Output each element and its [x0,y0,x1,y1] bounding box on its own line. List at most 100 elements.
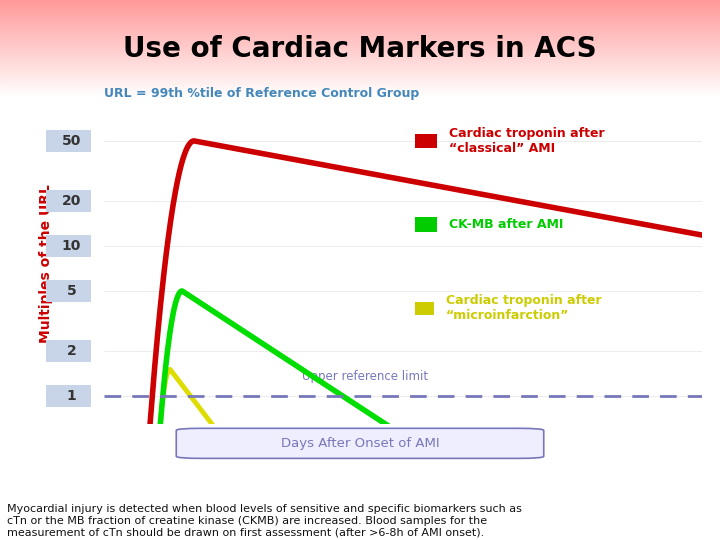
FancyBboxPatch shape [415,134,436,148]
FancyBboxPatch shape [46,340,91,362]
Bar [0,95,720,96]
FancyBboxPatch shape [46,190,91,212]
Bar [0,16,720,17]
Bar [0,83,720,84]
Bar [0,17,720,18]
Bar [0,55,720,56]
Bar [0,69,720,70]
Bar [0,75,720,76]
Bar [0,35,720,36]
FancyBboxPatch shape [415,302,434,315]
Bar [0,89,720,90]
Text: 5: 5 [67,284,76,298]
Bar [0,22,720,23]
Bar [0,31,720,32]
Bar [0,66,720,67]
Bar [0,60,720,61]
Bar [0,85,720,86]
Bar [0,8,720,9]
Bar [0,86,720,87]
Bar [0,37,720,38]
Text: 10: 10 [62,239,81,253]
Bar [0,23,720,24]
Bar [0,53,720,55]
Bar [0,24,720,25]
Bar [0,72,720,73]
Bar [0,52,720,53]
Bar [0,14,720,15]
Bar [0,11,720,12]
Bar [0,3,720,4]
Bar [0,80,720,82]
Bar [0,84,720,85]
Bar [0,57,720,58]
Bar [0,34,720,35]
Bar [0,78,720,79]
Bar [0,67,720,68]
Bar [0,48,720,49]
Bar [0,32,720,33]
Bar [0,40,720,41]
Bar [0,15,720,16]
Bar [0,1,720,2]
Text: 20: 20 [62,194,81,207]
Text: Myocardial injury is detected when blood levels of sensitive and specific biomar: Myocardial injury is detected when blood… [7,504,522,537]
Bar [0,68,720,69]
Bar [0,96,720,97]
Bar [0,90,720,91]
Bar [0,2,720,3]
Bar [0,42,720,43]
Bar [0,4,720,5]
Bar [0,74,720,75]
Bar [0,49,720,50]
Bar [0,25,720,26]
Text: 50: 50 [62,134,81,148]
Bar [0,7,720,8]
Bar [0,38,720,39]
FancyBboxPatch shape [46,235,91,257]
Text: URL = 99th %tile of Reference Control Group: URL = 99th %tile of Reference Control Gr… [104,87,420,100]
Bar [0,26,720,27]
Bar [0,19,720,21]
Y-axis label: Multiples of the URL: Multiples of the URL [39,184,53,343]
FancyBboxPatch shape [46,130,91,152]
Bar [0,92,720,93]
Bar [0,28,720,29]
Bar [0,91,720,92]
FancyBboxPatch shape [415,218,436,232]
Bar [0,50,720,51]
Bar [0,51,720,52]
Bar [0,45,720,46]
Bar [0,77,720,78]
FancyBboxPatch shape [46,384,91,407]
Bar [0,44,720,45]
Bar [0,6,720,7]
Bar [0,63,720,64]
Bar [0,21,720,22]
Bar [0,76,720,77]
Bar [0,82,720,83]
Bar [0,43,720,44]
Text: Upper reference limit: Upper reference limit [302,370,428,383]
Text: Days After Onset of AMI: Days After Onset of AMI [281,437,439,450]
Bar [0,59,720,60]
Bar [0,29,720,30]
Text: 1: 1 [67,389,76,403]
Bar [0,62,720,63]
Bar [0,58,720,59]
Bar [0,41,720,42]
Bar [0,9,720,10]
Text: CK-MB after AMI: CK-MB after AMI [449,218,563,231]
Bar [0,33,720,34]
Bar [0,36,720,37]
Bar [0,79,720,80]
Bar [0,46,720,48]
Bar [0,61,720,62]
Bar [0,73,720,74]
Text: Cardiac troponin after
“microinfarction”: Cardiac troponin after “microinfarction” [446,294,602,322]
Bar [0,71,720,72]
Bar [0,5,720,6]
Bar [0,39,720,40]
FancyBboxPatch shape [46,280,91,302]
Text: 2: 2 [67,343,76,357]
